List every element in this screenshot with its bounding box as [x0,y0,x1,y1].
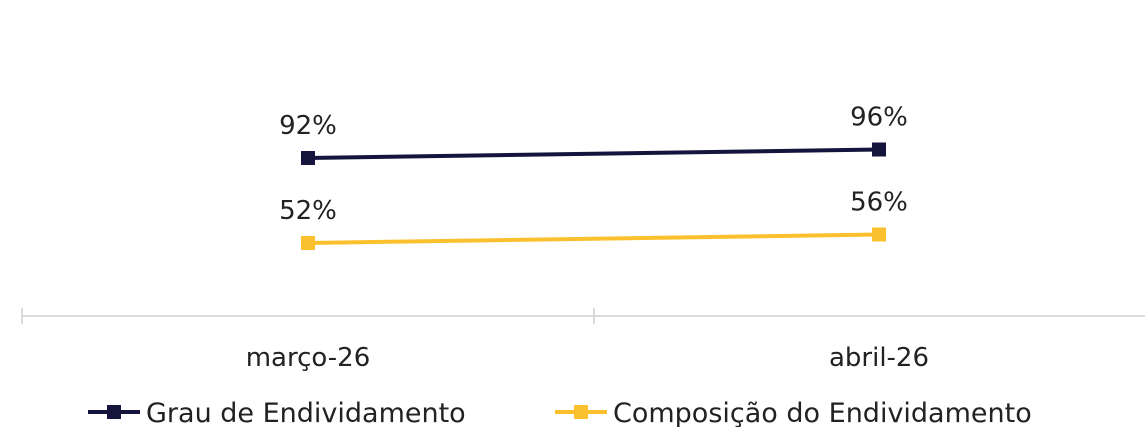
legend-label: Grau de Endividamento [146,398,466,427]
data-label: 92% [279,111,337,141]
data-point-marker [301,151,315,165]
data-label: 52% [279,196,337,226]
legend-label: Composição do Endividamento [613,398,1032,427]
x-axis: março-26 abril-26 [21,308,1145,373]
data-point-marker [872,142,886,157]
x-tick-label: março-26 [246,343,371,373]
data-label: 96% [850,103,908,133]
data-point-marker [872,227,886,242]
legend-item-grau: Grau de Endividamento [88,398,466,427]
series-line [307,232,880,245]
data-point-marker [301,236,315,250]
series-line [307,147,880,160]
x-tick-label: abril-26 [829,343,929,373]
legend-marker-swatch [574,405,588,419]
legend: Grau de Endividamento Composição do Endi… [88,398,1032,427]
data-label: 56% [850,188,908,218]
plot-area: 92% 96% 52% 56% [279,103,908,250]
legend-item-composicao: Composição do Endividamento [555,398,1032,427]
legend-marker-swatch [107,405,121,419]
